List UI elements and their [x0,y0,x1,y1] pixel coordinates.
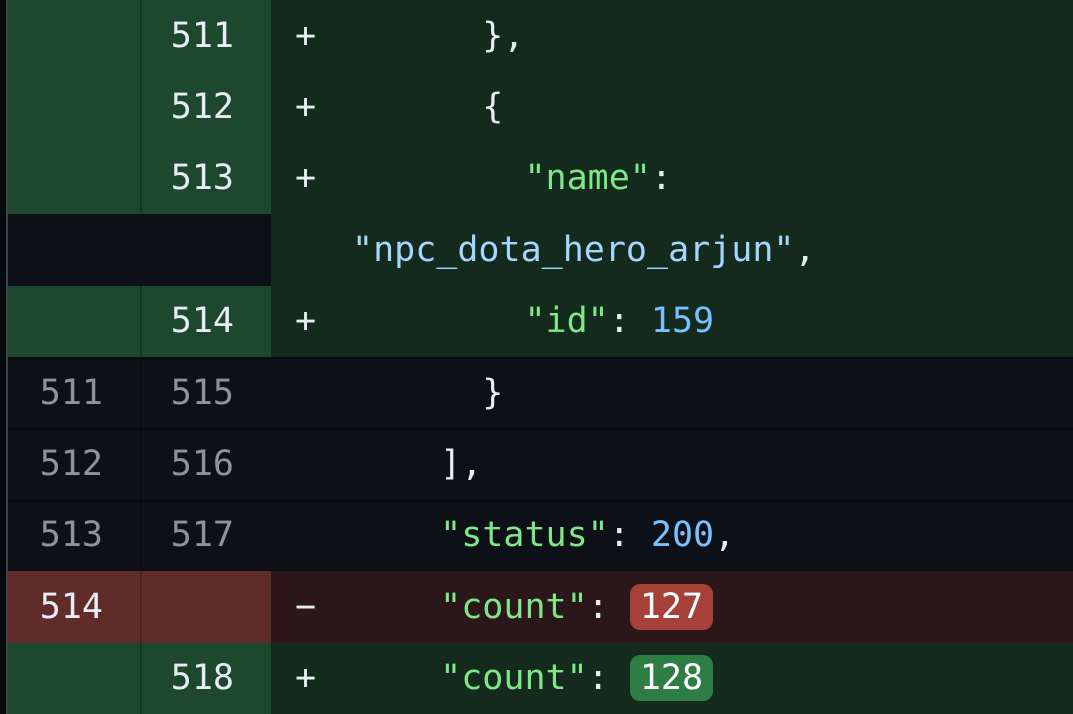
code-lines: }, [271,0,1073,71]
code-line: { [271,71,1073,142]
code-token [398,658,440,698]
diff-row[interactable]: 513 517 "status": 200, [8,500,1073,571]
code-token: : [587,586,630,627]
new-line-number [140,571,271,643]
old-line-number [8,642,140,714]
code-token: "count" [440,586,588,627]
diff-row[interactable]: 513 + "name": "npc_dota_hero_arjun", [8,142,1073,286]
code-cell: + }, [271,0,1073,72]
code-lines: "count": 127 [271,571,1073,642]
diff-marker: + [295,15,317,56]
code-token: : [650,158,694,199]
diff-row[interactable]: 512 + { [8,71,1073,143]
old-line-number: 514 [8,571,140,643]
diff-row[interactable]: 514 − "count": 127 [8,571,1073,643]
code-lines: "count": 128 [271,643,1073,714]
old-line-number [8,142,140,215]
code-token: , [794,229,816,270]
code-token: "id" [524,301,609,342]
code-token [398,158,524,198]
code-line: "id": 159 [271,286,1073,357]
old-line-number: 511 [39,372,103,413]
new-line-number: 511 [140,0,271,72]
code-token [398,301,524,341]
new-line-number: 516 [140,428,271,499]
code-token: 159 [650,301,715,342]
code-token: "count" [440,658,588,699]
code-token [398,587,440,627]
diff-marker: + [295,158,317,199]
new-line-number: 514 [140,285,271,357]
diff-marker: + [295,301,317,342]
code-token: 200 [650,515,715,556]
code-lines: { [271,71,1073,142]
left-edge-border [0,0,8,714]
code-cell: + { [271,71,1073,143]
new-line-number: 513 [140,142,271,215]
code-lines: } [271,357,1073,428]
code-cell: − "count": 127 [271,571,1073,643]
code-token: : [608,515,651,556]
code-token: : [608,301,651,342]
diff-rows: 511 + }, 512 + { 513 + "name": "npc_dota… [8,0,1073,714]
code-token: "status" [440,515,609,556]
diff-row[interactable]: 511 515 } [8,357,1073,428]
code-cell: } [271,357,1073,428]
new-line-number: 515 [140,357,271,428]
added-value-highlight: 128 [629,655,714,702]
code-cell: ], [271,428,1073,499]
code-line: }, [271,0,1073,71]
removed-value-highlight: 127 [629,583,714,630]
code-token: } [398,372,504,413]
code-line-continuation: "npc_dota_hero_arjun", [271,214,1073,285]
old-line-number: 513 [39,515,103,556]
diff-row[interactable]: 512 516 ], [8,428,1073,499]
code-token: "name" [524,158,651,199]
new-line-number: 512 [140,71,271,143]
code-token: { [398,87,504,128]
diff-row[interactable]: 518 + "count": 128 [8,642,1073,714]
diff-marker: + [295,87,317,128]
code-token: , [714,515,736,556]
new-line-number: 517 [140,500,271,571]
code-token: ], [398,444,483,485]
code-line: ], [271,428,1073,499]
code-token: "npc_dota_hero_arjun" [352,229,795,270]
code-lines: "status": 200, [271,500,1073,571]
code-lines: "name": "npc_dota_hero_arjun", [271,143,1073,286]
code-line: "count": 127 [271,571,1073,642]
old-line-number [8,285,140,357]
code-lines: "id": 159 [271,286,1073,357]
code-cell: + "name": "npc_dota_hero_arjun", [271,142,1073,286]
new-line-number: 518 [140,642,271,714]
old-line-number [8,0,140,72]
code-token: : [587,658,630,699]
diff-marker: + [295,658,317,699]
old-line-number: 512 [39,444,103,485]
code-token [398,515,440,555]
code-line: "count": 128 [271,643,1073,714]
code-cell: + "count": 128 [271,642,1073,714]
code-cell: + "id": 159 [271,285,1073,357]
code-line: "name": [271,143,1073,214]
old-line-number [8,71,140,143]
code-lines: ], [271,428,1073,499]
diff-row[interactable]: 511 + }, [8,0,1073,72]
code-line: } [271,357,1073,428]
diff-row[interactable]: 514 + "id": 159 [8,285,1073,357]
code-cell: "status": 200, [271,500,1073,571]
diff-marker: − [295,586,317,627]
code-line: "status": 200, [271,500,1073,571]
code-token: }, [398,15,525,56]
